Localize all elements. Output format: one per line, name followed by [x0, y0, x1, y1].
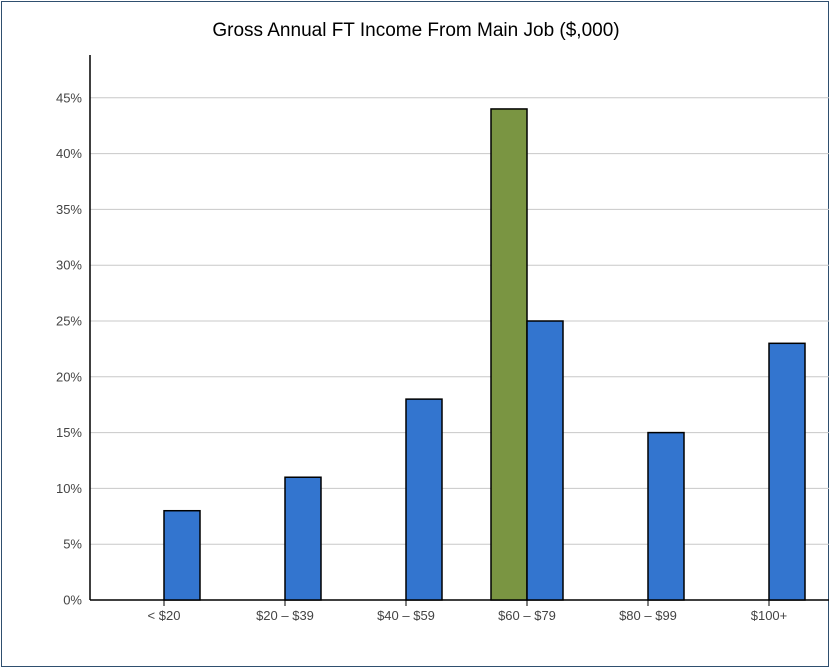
bar — [491, 109, 527, 600]
y-tick-label: 40% — [56, 146, 82, 161]
x-tick-label: < $20 — [148, 608, 181, 623]
bar — [285, 477, 321, 600]
y-tick-label: 45% — [56, 90, 82, 105]
bar — [527, 321, 563, 600]
x-tick-label: $20 – $39 — [256, 608, 314, 623]
y-tick-label: 25% — [56, 314, 82, 329]
bar — [648, 433, 684, 600]
y-tick-label: 35% — [56, 202, 82, 217]
y-tick-label: 15% — [56, 425, 82, 440]
y-tick-label: 10% — [56, 481, 82, 496]
bar — [769, 343, 805, 600]
bar — [164, 511, 200, 600]
y-tick-label: 30% — [56, 258, 82, 273]
x-tick-label: $80 – $99 — [619, 608, 677, 623]
y-tick-label: 0% — [63, 593, 82, 608]
x-tick-label: $40 – $59 — [377, 608, 435, 623]
bar — [406, 399, 442, 600]
x-tick-label: $100+ — [751, 608, 788, 623]
x-tick-label: $60 – $79 — [498, 608, 556, 623]
y-tick-label: 5% — [63, 537, 82, 552]
y-tick-label: 20% — [56, 369, 82, 384]
